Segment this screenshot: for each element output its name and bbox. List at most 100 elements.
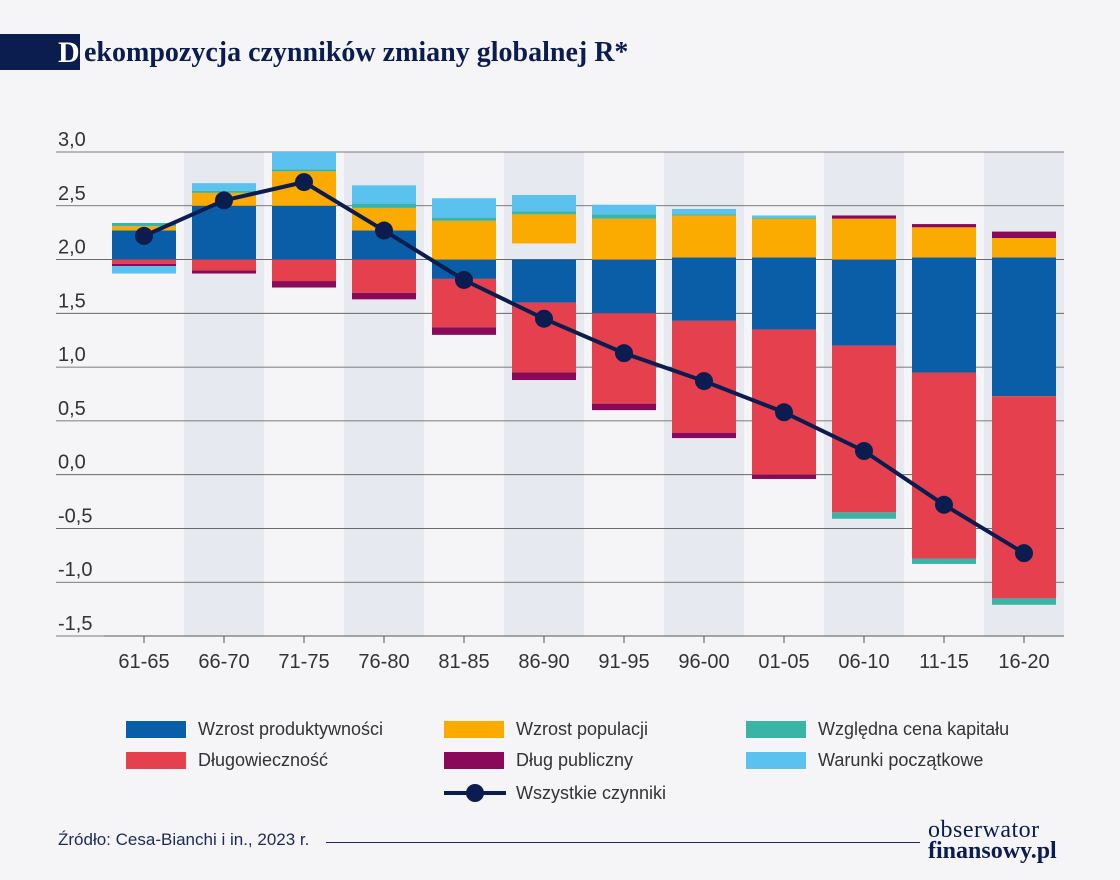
bar-segment (592, 214, 656, 219)
legend-swatch-initial-conditions (746, 752, 806, 769)
logo-text-top: obserwator (928, 817, 1040, 843)
bar-segment (752, 215, 816, 218)
bar-segment (672, 209, 736, 215)
total-point (775, 403, 793, 422)
bar-segment (352, 207, 416, 231)
logo-text-bottom: finansowy.pl (928, 838, 1057, 864)
bar-segment (672, 257, 736, 321)
bar-segment (592, 218, 656, 260)
total-point (135, 226, 153, 245)
bar-segment (672, 214, 736, 216)
bar-segment (272, 205, 336, 260)
total-line (143, 180, 1026, 555)
legend-swatch-public-debt (444, 752, 504, 769)
legend-line-marker-icon (444, 784, 506, 802)
y-tick-label: -1,0 (58, 559, 92, 581)
bar-segment (992, 231, 1056, 239)
bar-segment (432, 217, 496, 221)
bar-segment (272, 152, 336, 170)
bar-segment (912, 558, 976, 564)
bar-segment (992, 598, 1056, 605)
bar-segment (512, 214, 576, 244)
total-point (935, 495, 953, 514)
legend-label-capital-price: Względna cena kapitału (818, 719, 1010, 739)
legend-swatch-longevity (126, 752, 186, 769)
y-tick-label: -1,5 (58, 613, 92, 635)
bar-segment (512, 259, 576, 303)
bar-segment (192, 270, 256, 274)
legend-label-population: Wzrost populacji (516, 719, 649, 739)
bar-segment (352, 292, 416, 300)
bar-segment (672, 432, 736, 439)
x-tick-label: 06-10 (838, 651, 889, 673)
y-tick-label: 0,5 (58, 398, 86, 420)
total-point (695, 372, 713, 391)
x-tick-label: 76-80 (358, 651, 409, 673)
legend-label-public-debt: Dług publiczny (516, 750, 634, 770)
y-tick-label: 2,5 (58, 183, 86, 205)
legend-swatch-population (444, 721, 504, 738)
bar-segment (112, 259, 176, 264)
total-point (615, 344, 633, 363)
bar-segment (192, 205, 256, 260)
bar-segment (992, 396, 1056, 599)
bar-segment (912, 227, 976, 258)
y-tick-label: -0,5 (58, 505, 92, 527)
bar-segment (352, 259, 416, 293)
y-tick-label: 1,5 (58, 290, 86, 312)
total-point (535, 309, 553, 328)
bar-segment (272, 259, 336, 282)
total-point (1015, 544, 1033, 563)
bar-segment (192, 259, 256, 271)
bar-segment (992, 257, 1056, 397)
legend-label-productivity: Wzrost produktywności (198, 719, 384, 739)
bar-segment (592, 204, 656, 215)
bar-segment (752, 217, 816, 219)
x-tick-label: 91-95 (598, 651, 649, 673)
title-initial: D (58, 36, 80, 69)
total-point (455, 270, 473, 289)
x-tick-label: 71-75 (278, 651, 329, 673)
bar-segment (752, 218, 816, 258)
bar-segment (112, 222, 176, 227)
bar-segment (592, 259, 656, 314)
bar-segment (912, 372, 976, 559)
total-point (215, 191, 233, 210)
bar-segment (592, 403, 656, 411)
bar-segment (832, 215, 896, 219)
total-point (375, 221, 393, 240)
total-point (295, 173, 313, 192)
title-accent-bar (0, 34, 80, 70)
bar-segment (432, 198, 496, 218)
bar-segment (832, 345, 896, 513)
bar-segment (832, 512, 896, 519)
bar-segment (912, 224, 976, 228)
legend-swatch-productivity (126, 721, 186, 738)
x-tick-label: 81-85 (438, 651, 489, 673)
brand-logo: obserwator finansowy.pl (928, 817, 1078, 864)
bar-segment (752, 474, 816, 479)
bar-segment (352, 185, 416, 204)
bar-segment (112, 266, 176, 274)
bar-segment (432, 259, 496, 279)
x-tick-label: 61-65 (118, 651, 169, 673)
x-tick-label: 11-15 (919, 651, 969, 673)
bar-segment (512, 372, 576, 381)
bar-segment (112, 263, 176, 267)
bar-segment (832, 259, 896, 346)
source-note: Źródło: Cesa-Bianchi i in., 2023 r. (58, 830, 310, 849)
stacked-bar-chart: 3,0 2,5 2,0 1,5 1,0 0,5 0,0 -0,5 -1,0 -1,5 61-65 66… (56, 129, 1064, 673)
y-tick-label: 3,0 (58, 129, 86, 151)
bar-segment (752, 257, 816, 330)
bar-segment (992, 238, 1056, 258)
y-tick-label: 0,0 (58, 452, 86, 474)
total-point (855, 442, 873, 461)
bar-segment (272, 281, 336, 288)
y-tick-label: 2,0 (58, 237, 86, 259)
source-divider (326, 842, 920, 843)
legend-label-all-factors: Wszystkie czynniki (516, 783, 667, 803)
legend-swatch-capital-price (746, 721, 806, 738)
x-tick-label: 16-20 (998, 651, 1049, 673)
x-tick-label: 01-05 (758, 651, 809, 673)
legend-label-initial-conditions: Warunki początkowe (818, 750, 984, 770)
